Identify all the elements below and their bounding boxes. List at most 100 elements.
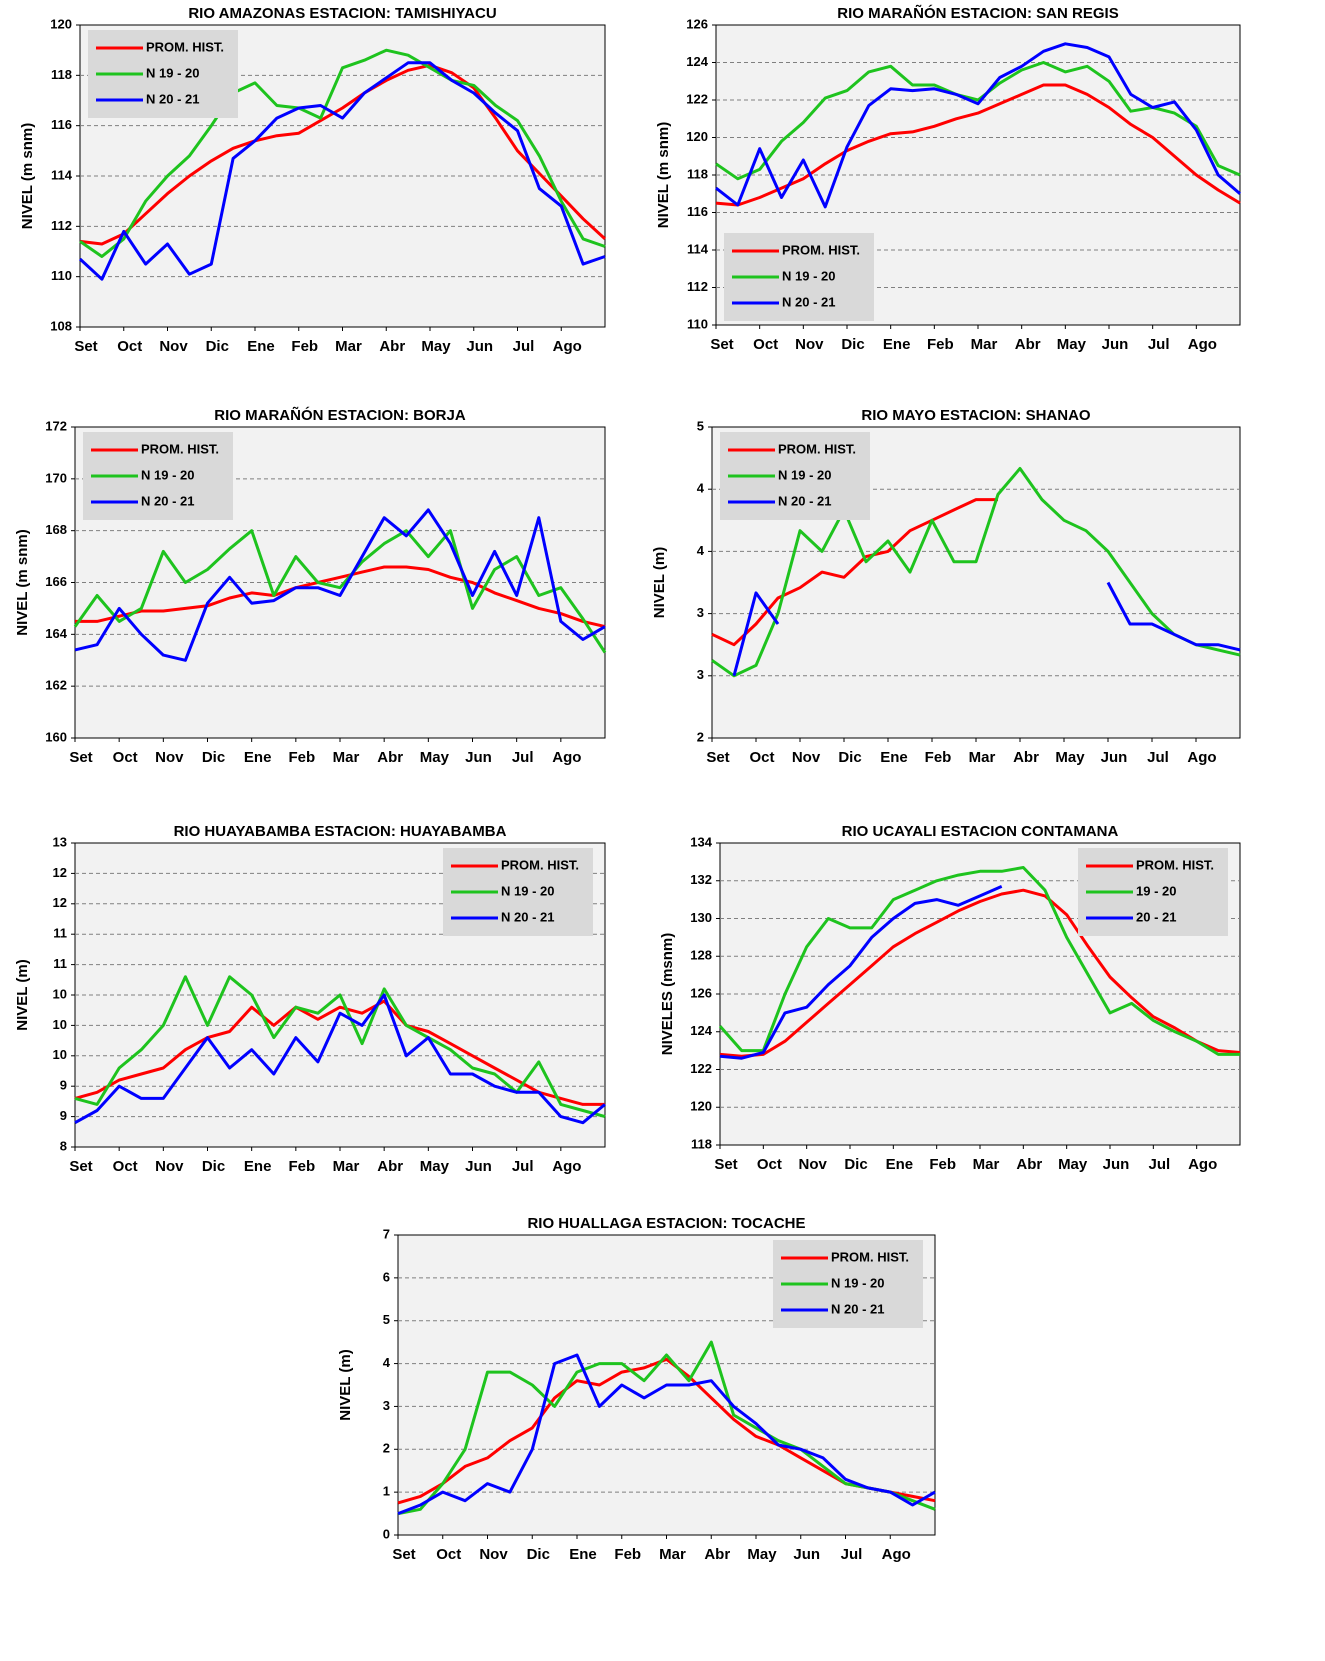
legend-label: PROM. HIST. <box>501 857 579 872</box>
x-tick-label: Abr <box>1013 749 1039 766</box>
series-line <box>715 83 1241 207</box>
legend-label: PROM. HIST. <box>778 441 856 456</box>
x-tick-label: Dic <box>838 749 861 766</box>
y-axis-label: NIVEL (m) <box>651 547 668 618</box>
x-tick-label: May <box>1058 1156 1088 1173</box>
legend-label: N 19 - 20 <box>782 268 835 283</box>
legend-label: PROM. HIST. <box>782 242 860 257</box>
x-tick-label: May <box>1055 749 1085 766</box>
y-tick-label: 112 <box>687 279 708 294</box>
x-tick-label: Mar <box>333 1158 360 1175</box>
x-tick-label: Oct <box>436 1546 461 1563</box>
x-tick-label: Jun <box>793 1546 820 1563</box>
y-tick-label: 162 <box>45 678 67 693</box>
chart-title: RIO MARAÑÓN ESTACION: BORJA <box>214 406 466 424</box>
y-tick-label: 172 <box>45 418 67 433</box>
x-tick-label: Mar <box>335 338 362 355</box>
y-tick-label: 116 <box>687 204 708 219</box>
series-line <box>73 529 607 654</box>
x-tick-label: Mar <box>333 749 360 766</box>
y-tick-label: 13 <box>53 834 67 849</box>
x-tick-label: Ago <box>1187 749 1216 766</box>
series-line <box>79 63 607 246</box>
y-tick-label: 116 <box>51 117 72 132</box>
x-tick-label: Jun <box>1101 749 1128 766</box>
x-tick-label: Ene <box>569 1546 597 1563</box>
y-tick-label: 114 <box>687 241 709 256</box>
chart-title: RIO HUAYABAMBA ESTACION: HUAYABAMBA <box>174 823 507 840</box>
y-tick-label: 122 <box>686 91 708 106</box>
x-tick-label: Dic <box>202 1158 225 1175</box>
x-tick-label: Feb <box>927 336 954 353</box>
legend-label: 20 - 21 <box>1136 909 1176 924</box>
x-tick-label: Abr <box>704 1546 730 1563</box>
legend-label: 19 - 20 <box>1136 883 1176 898</box>
x-tick-label: Jun <box>1102 336 1129 353</box>
x-tick-label: Set <box>392 1546 415 1563</box>
x-tick-label: Set <box>714 1156 737 1173</box>
y-tick-label: 118 <box>51 67 72 82</box>
x-tick-label: Mar <box>969 749 996 766</box>
series-line <box>78 61 606 281</box>
x-tick-label: Feb <box>929 1156 956 1173</box>
x-tick-label: Jul <box>512 749 534 766</box>
series-line <box>718 866 1240 1056</box>
series-line <box>732 581 1241 677</box>
y-tick-label: 126 <box>686 16 708 31</box>
y-tick-label: 108 <box>50 318 72 333</box>
x-tick-label: Dic <box>202 749 225 766</box>
x-tick-label: Ene <box>244 749 272 766</box>
legend-label: N 20 - 21 <box>141 493 194 508</box>
y-tick-label: 10 <box>53 1017 67 1032</box>
y-tick-label: 128 <box>690 948 712 963</box>
x-tick-label: May <box>420 749 450 766</box>
y-tick-label: 130 <box>690 910 712 925</box>
y-tick-label: 12 <box>53 895 67 910</box>
chart-title: RIO HUALLAGA ESTACION: TOCACHE <box>527 1215 805 1232</box>
x-tick-label: Ago <box>1188 336 1217 353</box>
y-axis-label: NIVEL (m) <box>14 959 31 1030</box>
legend-label: N 19 - 20 <box>146 65 199 80</box>
x-tick-label: Nov <box>479 1546 508 1563</box>
x-tick-label: Oct <box>113 749 138 766</box>
y-tick-label: 3 <box>697 605 704 620</box>
legend-label: PROM. HIST. <box>146 39 224 54</box>
x-tick-label: Mar <box>659 1546 686 1563</box>
x-tick-label: Nov <box>792 749 821 766</box>
y-tick-label: 134 <box>690 834 712 849</box>
series-line <box>711 498 998 647</box>
x-tick-label: Nov <box>798 1156 827 1173</box>
series-line <box>719 885 1003 1060</box>
x-tick-label: May <box>1057 336 1087 353</box>
y-tick-label: 110 <box>687 316 708 331</box>
chart-title: RIO MAYO ESTACION: SHANAO <box>861 407 1091 424</box>
y-tick-label: 112 <box>51 218 72 233</box>
x-tick-label: Oct <box>117 338 142 355</box>
x-tick-label: Feb <box>288 1158 315 1175</box>
y-tick-label: 3 <box>383 1398 390 1413</box>
x-tick-label: Abr <box>377 749 403 766</box>
y-tick-label: 132 <box>690 872 712 887</box>
x-tick-label: Jun <box>466 338 493 355</box>
legend-label: PROM. HIST. <box>831 1249 909 1264</box>
y-axis-label: NIVELES (msnm) <box>659 933 676 1056</box>
legend-label: N 19 - 20 <box>778 467 831 482</box>
y-tick-label: 2 <box>383 1441 390 1456</box>
x-tick-label: Jul <box>841 1546 863 1563</box>
y-tick-label: 114 <box>51 167 73 182</box>
x-tick-label: Mar <box>971 336 998 353</box>
x-tick-label: Oct <box>113 1158 138 1175</box>
x-tick-label: Jul <box>1147 749 1169 766</box>
x-tick-label: May <box>747 1546 777 1563</box>
y-axis-label: NIVEL (m snm) <box>655 122 672 228</box>
y-tick-label: 3 <box>697 667 704 682</box>
x-tick-label: Abr <box>1015 336 1041 353</box>
x-tick-label: Mar <box>973 1156 1000 1173</box>
x-tick-label: Oct <box>757 1156 782 1173</box>
y-tick-label: 10 <box>53 1047 67 1062</box>
y-tick-label: 118 <box>691 1136 712 1151</box>
y-axis-label: NIVEL (m snm) <box>19 123 36 229</box>
y-tick-label: 9 <box>60 1108 67 1123</box>
x-tick-label: Jul <box>513 338 535 355</box>
y-tick-label: 8 <box>60 1138 67 1153</box>
